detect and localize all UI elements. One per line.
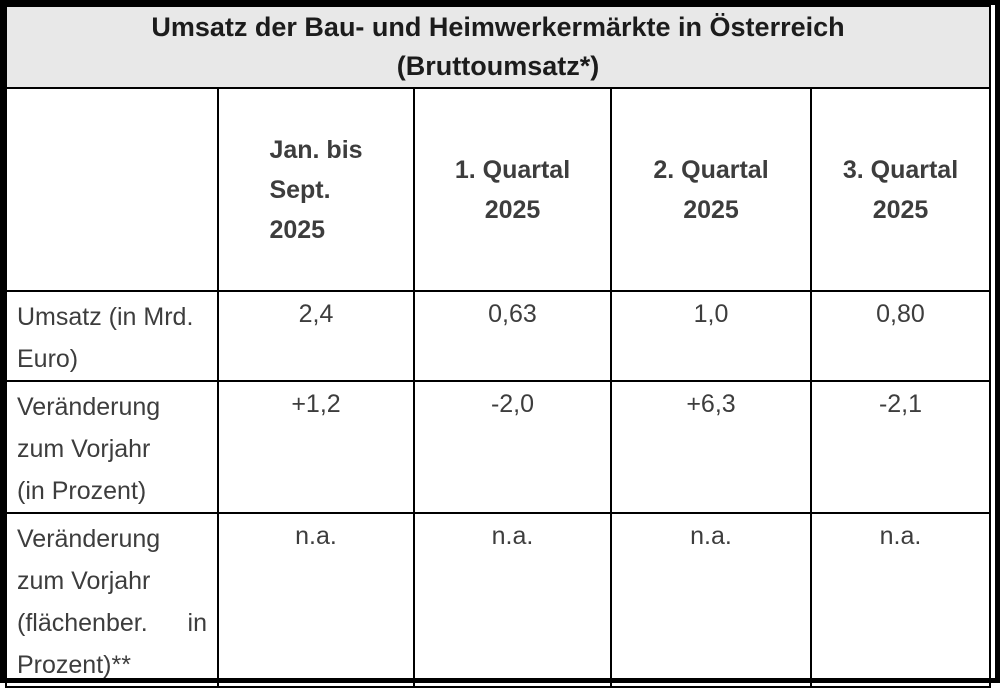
column-header-q1-2025: 1. Quartal 2025 [413, 87, 612, 292]
column-header-q2-2025: 2. Quartal 2025 [610, 87, 812, 292]
value-flaechenbereinigt-jan-sept: n.a. [217, 512, 415, 688]
header-line: Jan. bis [269, 135, 363, 164]
header-line: 2025 [683, 195, 739, 224]
table-title: Umsatz der Bau- und Heimwerkermärkte in … [5, 5, 991, 89]
header-line: 3. Quartal [842, 155, 959, 184]
value-umsatz-q2: 1,0 [610, 290, 812, 382]
label-line: Umsatz (in Mrd. [17, 303, 194, 331]
label-line: (flächenber. in [17, 609, 207, 637]
row-label-umsatz: Umsatz (in Mrd. Euro) [5, 290, 219, 382]
column-header-text: 2. Quartal 2025 [613, 150, 809, 230]
value-veraenderung-q2: +6,3 [610, 380, 812, 514]
label-line: Euro) [17, 345, 79, 373]
corner-cell-empty [5, 87, 219, 292]
title-row: Umsatz der Bau- und Heimwerkermärkte in … [5, 5, 991, 89]
column-header-row: Jan. bis Sept. 2025 1. Quartal 2025 2. Q… [5, 87, 991, 292]
table-subtitle-line: (Bruttoumsatz*) [396, 51, 600, 81]
column-header-text: 1. Quartal 2025 [416, 150, 609, 230]
value-flaechenbereinigt-q2: n.a. [610, 512, 812, 688]
header-line: 2025 [484, 195, 541, 224]
value-flaechenbereinigt-q3: n.a. [810, 512, 991, 688]
header-line: 2025 [269, 215, 326, 244]
label-line: zum Vorjahr [17, 567, 151, 595]
value-umsatz-jan-sept: 2,4 [217, 290, 415, 382]
column-header-q3-2025: 3. Quartal 2025 [810, 87, 991, 292]
label-line: Veränderung [17, 525, 161, 553]
column-header-text: 3. Quartal 2025 [813, 150, 988, 230]
value-flaechenbereinigt-q1: n.a. [413, 512, 612, 688]
table-title-line: Umsatz der Bau- und Heimwerkermärkte in … [151, 12, 845, 42]
value-veraenderung-jan-sept: +1,2 [217, 380, 415, 514]
row-veraenderung-flaechenbereinigt: Veränderung zum Vorjahr (flächenber. in … [5, 512, 991, 688]
value-veraenderung-q3: -2,1 [810, 380, 991, 514]
row-label-veraenderung-prozent: Veränderung zum Vorjahr (in Prozent) [5, 380, 219, 514]
row-label-veraenderung-flaechenbereinigt: Veränderung zum Vorjahr (flächenber. in … [5, 512, 219, 688]
label-line: zum Vorjahr [17, 435, 151, 463]
value-umsatz-q1: 0,63 [413, 290, 612, 382]
column-header-jan-sept-2025: Jan. bis Sept. 2025 [217, 87, 415, 292]
row-veraenderung-prozent: Veränderung zum Vorjahr (in Prozent) +1,… [5, 380, 991, 514]
header-line: Sept. [269, 175, 331, 204]
label-line: (in Prozent) [17, 477, 147, 505]
value-umsatz-q3: 0,80 [810, 290, 991, 382]
header-line: 2025 [872, 195, 929, 224]
header-line: 1. Quartal [454, 155, 571, 184]
label-line: Prozent)** [17, 651, 131, 679]
header-line: 2. Quartal [653, 155, 769, 184]
statistics-table: Umsatz der Bau- und Heimwerkermärkte in … [5, 5, 991, 688]
value-veraenderung-q1: -2,0 [413, 380, 612, 514]
row-umsatz: Umsatz (in Mrd. Euro) 2,4 0,63 1,0 0,80 [5, 290, 991, 382]
label-line: Veränderung [17, 393, 161, 421]
column-header-text: Jan. bis Sept. 2025 [269, 130, 362, 250]
